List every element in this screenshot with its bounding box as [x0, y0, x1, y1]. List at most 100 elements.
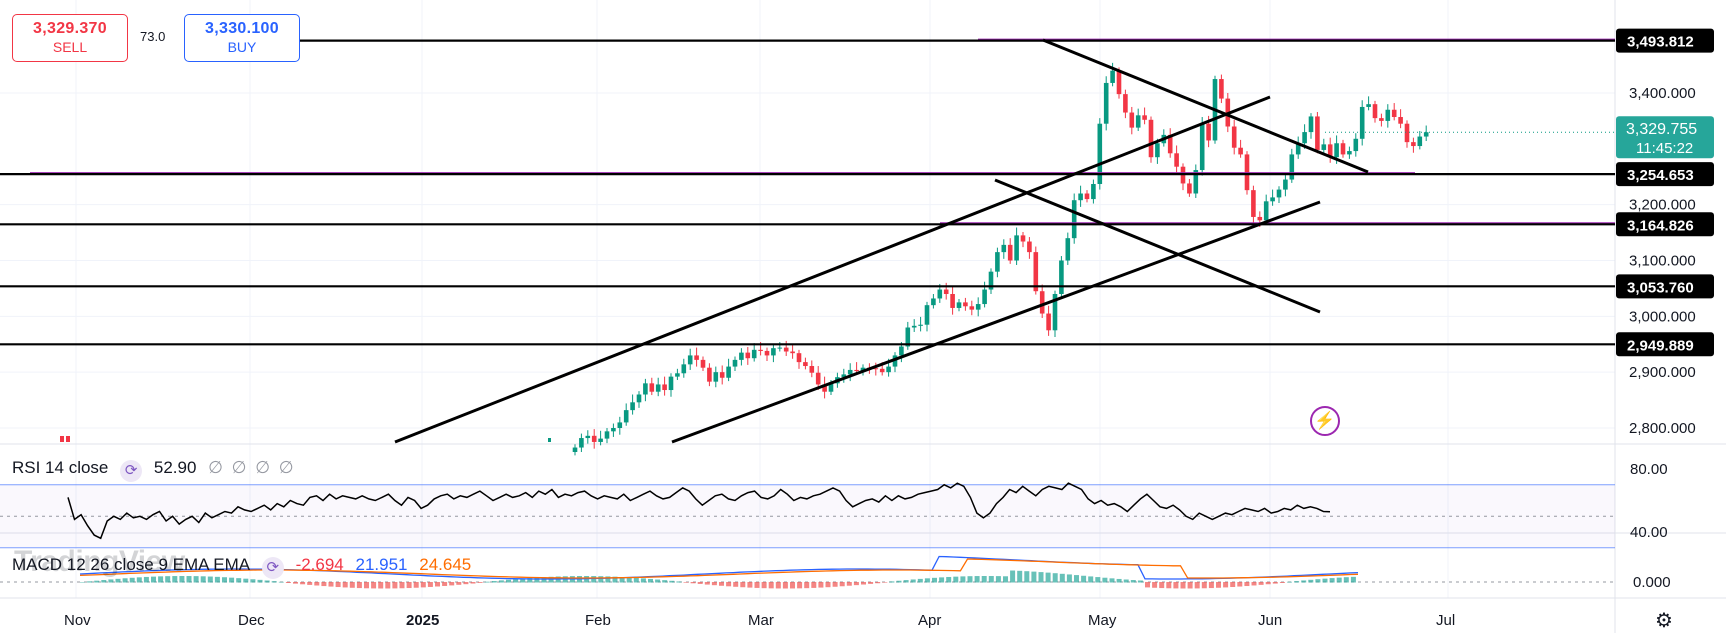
- candle-body: [1263, 201, 1269, 221]
- macd-histogram-bar: [300, 582, 306, 585]
- candle-body: [969, 306, 975, 310]
- macd-histogram-bar: [825, 582, 831, 588]
- macd-histogram-bar: [385, 582, 391, 589]
- candle-body: [751, 349, 757, 359]
- macd-signal-value: 24.645: [419, 555, 472, 574]
- macd-histogram-bar: [591, 576, 597, 583]
- candle-body: [1193, 170, 1199, 194]
- time-tick-label: Jun: [1258, 612, 1282, 629]
- candle-body: [1007, 244, 1013, 261]
- macd-histogram-bar: [1194, 582, 1200, 589]
- macd-histogram-bar: [882, 582, 888, 583]
- macd-histogram-bar: [456, 582, 462, 585]
- macd-histogram-bar: [648, 578, 653, 583]
- macd-histogram-bar: [861, 582, 866, 585]
- price-tick-label: 2,900.000: [1629, 364, 1696, 381]
- macd-histogram-bar: [605, 576, 611, 583]
- lightning-icon[interactable]: ⚡: [1310, 406, 1340, 436]
- candle-body: [1123, 94, 1128, 113]
- macd-histogram-bar: [640, 578, 646, 583]
- time-tick-label: Jul: [1436, 612, 1455, 629]
- macd-histogram-bar: [711, 582, 717, 586]
- macd-histogram-bar: [626, 577, 632, 583]
- level-price-tag-label: 3,053.760: [1627, 279, 1694, 296]
- time-tick-label: 2025: [406, 612, 439, 629]
- candle-body: [60, 436, 64, 442]
- macd-histogram-bar: [442, 582, 448, 586]
- current-price-label: 3,329.755: [1626, 121, 1697, 138]
- candle-body: [1174, 153, 1179, 167]
- buy-button[interactable]: 3,330.100 BUY: [184, 14, 300, 62]
- macd-histogram-bar: [264, 580, 270, 583]
- macd-histogram-bar: [655, 579, 661, 583]
- candle-body: [1251, 190, 1256, 217]
- macd-histogram-bar: [158, 576, 164, 583]
- macd-histogram-bar: [1329, 578, 1335, 583]
- candle-body: [1078, 193, 1083, 201]
- macd-histogram-bar: [371, 582, 377, 589]
- candle-body: [975, 304, 981, 310]
- candle-body: [758, 349, 763, 351]
- macd-histogram-bar: [179, 576, 185, 583]
- candle-body: [572, 447, 578, 453]
- macd-histogram-bar: [1315, 579, 1321, 583]
- macd-histogram-bar: [1137, 580, 1143, 583]
- macd-histogram-bar: [1258, 582, 1264, 585]
- macd-histogram-bar: [243, 578, 249, 583]
- macd-histogram-bar: [1216, 582, 1221, 588]
- macd-histogram-bar: [1052, 573, 1058, 583]
- macd-histogram-bar: [995, 576, 1001, 583]
- macd-histogram-bar: [1003, 576, 1008, 583]
- macd-histogram-bar: [1343, 577, 1349, 583]
- macd-histogram-bar: [1187, 582, 1193, 589]
- candle-body: [726, 366, 731, 378]
- candle-body: [662, 384, 667, 391]
- candle-body: [956, 302, 962, 308]
- candle-body: [1308, 116, 1314, 133]
- macd-histogram-bar: [328, 582, 334, 587]
- macd-histogram-bar: [633, 577, 639, 583]
- time-tick-label: Nov: [64, 612, 91, 629]
- macd-histogram-bar: [1230, 582, 1236, 588]
- candle-body: [1411, 142, 1416, 147]
- candle-body: [1148, 119, 1154, 158]
- candle-body: [604, 431, 610, 439]
- candle-body: [1327, 144, 1333, 158]
- macd-histogram-bar: [1201, 582, 1207, 589]
- macd-histogram-bar: [80, 582, 85, 583]
- buy-label: BUY: [227, 39, 257, 55]
- macd-histogram-bar: [719, 582, 724, 586]
- macd-histogram-bar: [207, 576, 213, 583]
- price-tick-label: 3,100.000: [1629, 253, 1696, 270]
- macd-histogram-bar: [704, 582, 710, 585]
- macd-histogram-bar: [165, 576, 171, 583]
- candle-body: [719, 372, 725, 378]
- candle-body: [1091, 184, 1096, 200]
- macd-histogram-bar: [1074, 575, 1079, 583]
- candle-body: [66, 436, 70, 442]
- macd-histogram-bar: [1081, 575, 1087, 583]
- macd-histogram-bar: [697, 582, 703, 584]
- macd-histogram-bar: [1102, 577, 1108, 583]
- macd-histogram-bar: [470, 582, 476, 584]
- rsi-value: 52.90: [153, 458, 197, 477]
- tradingview-watermark: TradingView: [14, 545, 185, 578]
- macd-histogram-bar: [484, 581, 490, 583]
- candle-body: [1302, 132, 1307, 144]
- refresh-icon[interactable]: ⟳: [261, 557, 284, 579]
- macd-histogram-bar: [775, 582, 781, 589]
- macd-histogram-bar: [1279, 582, 1285, 583]
- macd-histogram-bar: [1208, 582, 1214, 589]
- macd-histogram-bar: [222, 577, 227, 583]
- refresh-icon[interactable]: ⟳: [120, 460, 143, 482]
- macd-histogram-bar: [747, 582, 753, 588]
- candle-body: [694, 355, 699, 360]
- gear-icon[interactable]: ⚙: [1655, 610, 1673, 632]
- macd-histogram-bar: [1152, 582, 1158, 588]
- macd-histogram-bar: [129, 577, 135, 583]
- sell-button[interactable]: 3,329.370 SELL: [12, 14, 128, 62]
- macd-histogram-bar: [477, 582, 483, 583]
- macd-histogram-bar: [1031, 571, 1037, 583]
- macd-histogram-bar: [868, 582, 874, 584]
